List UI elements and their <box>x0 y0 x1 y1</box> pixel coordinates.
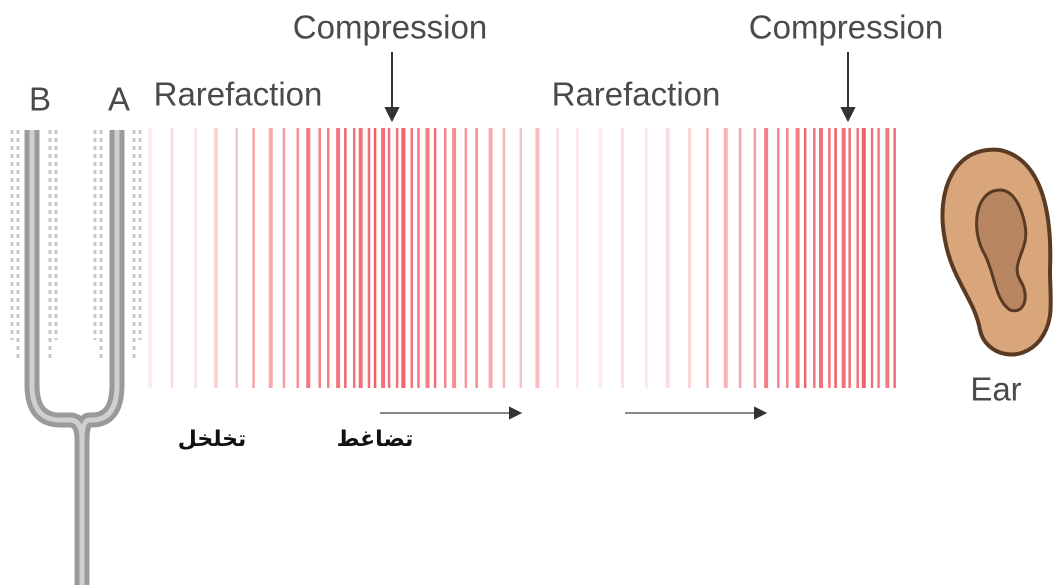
rarefaction-label: Rarefaction <box>552 76 721 113</box>
prong-label: B <box>29 81 51 118</box>
tuning-fork <box>12 130 140 585</box>
prong-label: A <box>108 81 130 118</box>
diagram: Compression Compression Rarefaction Rare… <box>0 0 1054 585</box>
ear-icon <box>942 150 1050 355</box>
rarefaction-label: Rarefaction <box>154 76 323 113</box>
ear-label: Ear <box>970 371 1021 408</box>
wave-stripes <box>150 128 895 388</box>
compression-label: Compression <box>749 9 943 46</box>
arabic-label: تخلخل <box>178 427 247 452</box>
fork-left <box>32 130 82 585</box>
arabic-label: تضاغط <box>337 427 414 452</box>
compression-label: Compression <box>293 9 487 46</box>
